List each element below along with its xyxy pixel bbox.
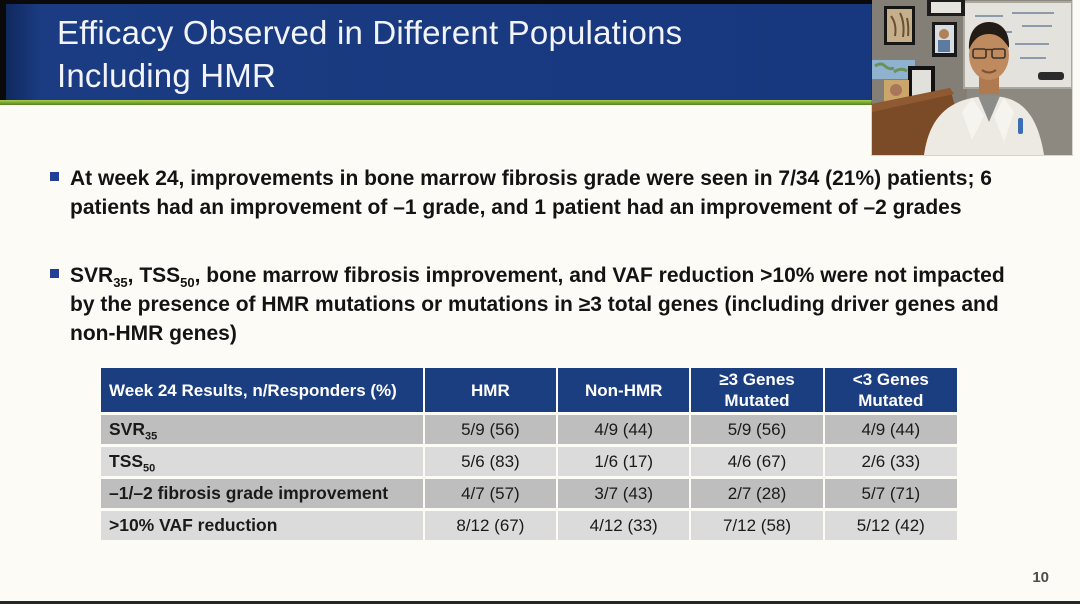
table-cell: 4/9 (44) bbox=[556, 412, 691, 446]
table-cell: 7/12 (58) bbox=[689, 508, 824, 540]
column-header-results: Week 24 Results, n/Responders (%) bbox=[101, 368, 424, 414]
picture-frames bbox=[884, 0, 965, 57]
page-title-line1: Efficacy Observed in Different Populatio… bbox=[57, 14, 683, 51]
bullet-2-segment: SVR bbox=[70, 264, 114, 287]
wall-map bbox=[872, 60, 915, 79]
table-row: –1/–2 fibrosis grade improvement 4/7 (57… bbox=[101, 476, 957, 510]
results-table: Week 24 Results, n/Responders (%) HMR No… bbox=[101, 368, 957, 540]
page-title-line2: Including HMR bbox=[57, 57, 277, 94]
row-label: TSS50 bbox=[101, 444, 424, 478]
row-label: –1/–2 fibrosis grade improvement bbox=[101, 476, 424, 510]
table-cell: 3/7 (43) bbox=[556, 476, 691, 510]
table-cell: 2/6 (33) bbox=[822, 444, 957, 478]
table-cell: 4/6 (67) bbox=[689, 444, 824, 478]
bullet-2-text: SVR35, TSS50, bone marrow fibrosis impro… bbox=[70, 261, 1015, 348]
table-cell: 5/12 (42) bbox=[822, 508, 957, 540]
table-row: SVR35 5/9 (56) 4/9 (44) 5/9 (56) 4/9 (44… bbox=[101, 412, 957, 446]
table-cell: 4/12 (33) bbox=[556, 508, 691, 540]
bullet-item-2: SVR35, TSS50, bone marrow fibrosis impro… bbox=[50, 261, 1015, 348]
presenter-webcam bbox=[872, 0, 1072, 155]
bullet-1-text: At week 24, improvements in bone marrow … bbox=[70, 164, 1015, 222]
bullet-item-1: At week 24, improvements in bone marrow … bbox=[50, 164, 1015, 222]
table-cell: 5/6 (83) bbox=[422, 444, 558, 478]
bullet-2-subscript: 50 bbox=[180, 275, 195, 291]
bullet-square-icon bbox=[50, 269, 59, 278]
table-row: >10% VAF reduction 8/12 (67) 4/12 (33) 7… bbox=[101, 508, 957, 540]
table-row: TSS50 5/6 (83) 1/6 (17) 4/6 (67) 2/6 (33… bbox=[101, 444, 957, 478]
column-header-ge3-genes: ≥3 Genes Mutated bbox=[689, 368, 824, 414]
presenter-video-scene bbox=[872, 0, 1072, 155]
bullet-2-segment: , bone marrow fibrosis improvement, and … bbox=[70, 264, 1005, 345]
table-cell: 5/7 (71) bbox=[822, 476, 957, 510]
bullet-2-segment: , TSS bbox=[127, 264, 181, 287]
video-frame-bottom-margin bbox=[0, 604, 1080, 611]
header-accent-stripe bbox=[0, 100, 872, 105]
presenter bbox=[924, 22, 1044, 155]
bullet-1-segment: At week 24, improvements in bone marrow … bbox=[70, 167, 992, 219]
column-header-lt3-genes: <3 Genes Mutated bbox=[822, 368, 957, 414]
bullet-square-icon bbox=[50, 172, 59, 181]
table-cell: 1/6 (17) bbox=[556, 444, 691, 478]
table-cell: 4/7 (57) bbox=[422, 476, 558, 510]
row-label: >10% VAF reduction bbox=[101, 508, 424, 540]
row-label: SVR35 bbox=[101, 412, 424, 446]
table-cell: 8/12 (67) bbox=[422, 508, 558, 540]
table-cell: 4/9 (44) bbox=[822, 412, 957, 446]
table-cell: 2/7 (28) bbox=[689, 476, 824, 510]
page-title: Efficacy Observed in Different Populatio… bbox=[6, 4, 872, 97]
page-number: 10 bbox=[1032, 569, 1049, 586]
table-header-row: Week 24 Results, n/Responders (%) HMR No… bbox=[101, 368, 957, 414]
column-header-hmr: HMR bbox=[422, 368, 558, 414]
table-cell: 5/9 (56) bbox=[689, 412, 824, 446]
bullet-2-subscript: 35 bbox=[113, 275, 128, 291]
table-cell: 5/9 (56) bbox=[422, 412, 558, 446]
slide-header: Efficacy Observed in Different Populatio… bbox=[0, 0, 872, 100]
video-frame-bottom-edge bbox=[0, 601, 1080, 604]
column-header-non-hmr: Non-HMR bbox=[556, 368, 691, 414]
